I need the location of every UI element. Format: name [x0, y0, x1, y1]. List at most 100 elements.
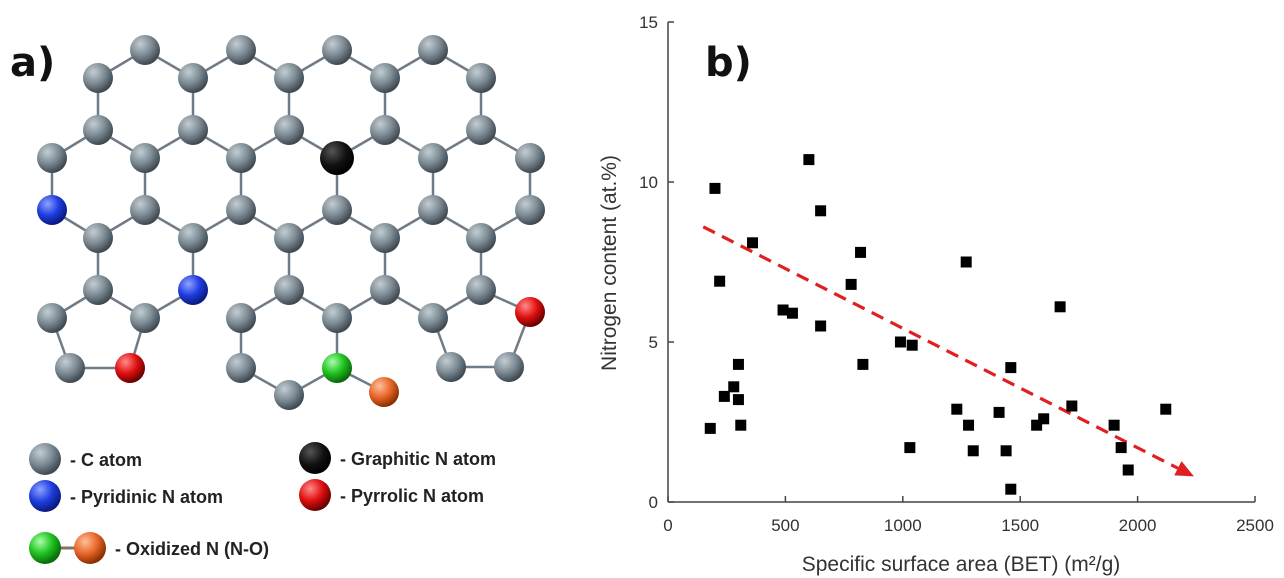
carbon-atom	[178, 223, 208, 253]
graphitic-n-swatch	[299, 442, 331, 474]
data-point	[857, 358, 869, 370]
carbon-atom	[130, 195, 160, 225]
x-axis-title: Specific surface area (BET) (m²/g)	[802, 553, 1121, 576]
atoms	[37, 35, 545, 410]
data-point	[1005, 483, 1017, 495]
carbon-atom	[418, 143, 448, 173]
data-point	[951, 403, 963, 415]
carbon-atom	[515, 143, 545, 173]
carbon-atom	[37, 143, 67, 173]
pyrrolic-n-swatch	[299, 479, 331, 511]
data-point	[815, 320, 827, 332]
data-point	[728, 381, 740, 393]
c-atom-swatch	[29, 443, 61, 475]
data-point	[1108, 419, 1120, 431]
data-point	[1005, 362, 1017, 374]
legend-item-graphitic-n: - Graphitic N atom	[299, 442, 496, 474]
data-point	[1054, 301, 1066, 313]
carbon-atom	[466, 223, 496, 253]
legend-item-pyrrolic-n: - Pyrrolic N atom	[299, 479, 484, 511]
carbon-atom	[322, 195, 352, 225]
data-point	[845, 278, 857, 290]
data-point	[1160, 403, 1172, 415]
trend-line	[702, 225, 1179, 470]
carbon-atom	[515, 195, 545, 225]
pyridinic-n-atom	[178, 275, 208, 305]
carbon-atom	[370, 275, 400, 305]
data-point	[855, 246, 867, 258]
carbon-atom	[226, 195, 256, 225]
carbon-atom	[83, 115, 113, 145]
data-point	[704, 422, 716, 434]
data-point	[718, 390, 730, 402]
data-point	[732, 394, 744, 406]
data-point	[786, 307, 798, 319]
legend-label-pyridinic-n: - Pyridinic N atom	[70, 487, 223, 507]
scatter-chart: 0 500 1000 1500 2000 2500 0 5 10 15 Specific surf…	[598, 13, 1274, 576]
carbon-atom	[436, 352, 466, 382]
oxidized-n-o-swatch	[74, 532, 106, 564]
chart-axes: 0 500 1000 1500 2000 2500 0 5 10 15	[639, 13, 1274, 535]
data-point	[1122, 464, 1134, 476]
carbon-atom	[83, 223, 113, 253]
carbon-atom	[494, 352, 524, 382]
carbon-atom	[274, 380, 304, 410]
data-point	[803, 154, 815, 166]
carbon-atom	[83, 275, 113, 305]
data-point	[735, 419, 747, 431]
graphitic-n-atom	[320, 141, 354, 175]
carbon-atom	[322, 35, 352, 65]
carbon-atom	[466, 115, 496, 145]
data-point	[967, 445, 979, 457]
carbon-atom	[466, 63, 496, 93]
x-tick-label: 1000	[884, 516, 922, 535]
legend-item-oxidized-n: - Oxidized N (N-O)	[29, 532, 269, 564]
carbon-atom	[418, 195, 448, 225]
data-point	[1115, 442, 1127, 454]
x-tick-label: 500	[771, 516, 799, 535]
carbon-atom	[83, 63, 113, 93]
y-tick-label: 15	[639, 13, 658, 32]
carbon-atom	[274, 223, 304, 253]
data-point	[906, 339, 918, 351]
trend-arrowhead	[1174, 461, 1194, 477]
legend-label-graphitic-n: - Graphitic N atom	[340, 449, 496, 469]
data-point	[1031, 419, 1043, 431]
x-tick-label: 1500	[1001, 516, 1039, 535]
legend-item-c-atom: - C atom	[29, 443, 142, 475]
nitrogen-doped-graphene-structure	[37, 35, 545, 410]
legend-item-pyridinic-n: - Pyridinic N atom	[29, 480, 223, 512]
carbon-atom	[418, 303, 448, 333]
data-point	[1000, 445, 1012, 457]
carbon-atom	[55, 353, 85, 383]
oxidized-n-n-swatch	[29, 532, 61, 564]
panel-b-label: b)	[705, 40, 752, 86]
data-point	[904, 442, 916, 454]
data-point	[709, 182, 721, 194]
carbon-atom	[274, 115, 304, 145]
carbon-atom	[226, 303, 256, 333]
legend-label-pyrrolic-n: - Pyrrolic N atom	[340, 486, 484, 506]
oxidized-n-atom	[322, 353, 352, 383]
pyridinic-n-swatch	[29, 480, 61, 512]
carbon-atom	[370, 223, 400, 253]
carbon-atom	[178, 63, 208, 93]
legend-label-oxidized-n: - Oxidized N (N-O)	[115, 539, 269, 559]
data-point	[1066, 400, 1078, 412]
x-tick-label: 0	[663, 516, 672, 535]
carbon-atom	[418, 35, 448, 65]
data-point	[777, 304, 789, 316]
panel-a-label: a)	[10, 40, 55, 86]
data-point	[960, 256, 972, 268]
carbon-atom	[130, 143, 160, 173]
pyridinic-n-atom	[37, 195, 67, 225]
carbon-atom	[226, 143, 256, 173]
x-tick-label: 2000	[1119, 516, 1157, 535]
carbon-atom	[178, 115, 208, 145]
carbon-atom	[466, 275, 496, 305]
pyrrolic-n-atom	[115, 353, 145, 383]
x-tick-label: 2500	[1236, 516, 1274, 535]
data-point	[963, 419, 975, 431]
carbon-atom	[370, 63, 400, 93]
data-points	[704, 154, 1172, 495]
